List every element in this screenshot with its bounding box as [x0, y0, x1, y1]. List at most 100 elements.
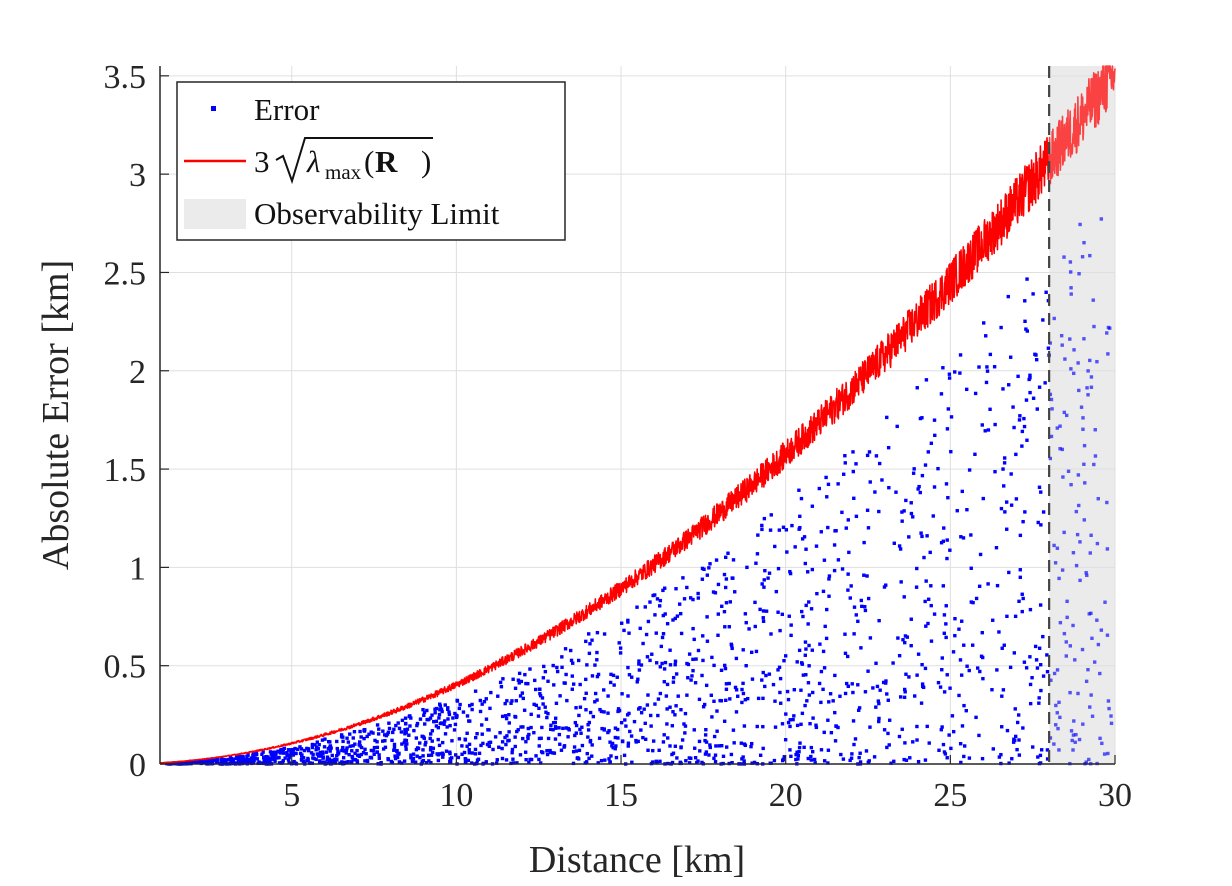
error-point	[911, 515, 915, 519]
error-point	[584, 677, 588, 682]
error-point	[865, 508, 870, 512]
error-point	[969, 533, 973, 537]
error-point	[701, 634, 705, 638]
error-point	[658, 665, 663, 669]
error-point	[658, 598, 663, 603]
error-point	[470, 702, 474, 707]
error-point	[898, 695, 903, 699]
error-point	[814, 544, 819, 548]
error-point	[710, 715, 714, 719]
error-point	[1089, 533, 1093, 537]
error-point	[960, 489, 964, 494]
error-point	[881, 680, 886, 685]
error-point	[852, 742, 856, 747]
error-point	[942, 526, 946, 530]
error-point	[924, 624, 928, 628]
error-point	[552, 683, 556, 687]
error-point	[942, 631, 946, 635]
error-point	[988, 407, 992, 411]
error-point	[457, 706, 462, 711]
error-point	[986, 582, 990, 586]
error-point	[599, 758, 604, 763]
error-point	[1084, 679, 1089, 684]
error-point	[1100, 741, 1104, 746]
error-point	[903, 640, 907, 645]
error-point	[306, 757, 310, 762]
error-point	[939, 728, 944, 732]
error-point	[273, 756, 278, 760]
error-point	[526, 726, 531, 731]
error-point	[731, 558, 736, 562]
legend-sqrt-sign	[275, 137, 433, 185]
error-point	[689, 756, 693, 761]
error-point	[341, 739, 345, 744]
error-point	[379, 760, 383, 765]
error-point	[999, 506, 1004, 511]
error-point	[318, 750, 323, 755]
error-point	[781, 525, 786, 529]
error-point	[549, 727, 553, 732]
error-point	[375, 723, 380, 727]
error-point	[843, 461, 847, 465]
error-point	[933, 433, 937, 438]
error-point	[683, 731, 687, 735]
error-point	[458, 702, 462, 707]
error-point	[1005, 728, 1010, 733]
error-point	[657, 748, 661, 752]
error-point	[430, 750, 435, 755]
error-point	[335, 757, 339, 762]
error-point	[1055, 546, 1060, 550]
error-point	[1012, 425, 1016, 430]
error-point	[661, 632, 666, 636]
error-point	[375, 745, 380, 750]
error-point	[384, 733, 389, 738]
error-point	[1055, 668, 1060, 672]
error-point	[610, 744, 614, 748]
error-point	[287, 761, 291, 765]
error-point	[402, 759, 407, 763]
error-point	[534, 703, 539, 708]
error-point	[761, 670, 765, 675]
error-point	[546, 711, 550, 716]
error-point	[840, 567, 845, 571]
error-point	[507, 713, 511, 717]
error-point	[925, 534, 929, 538]
error-point	[551, 721, 556, 725]
error-point	[1068, 270, 1073, 274]
error-point	[441, 752, 445, 757]
error-point	[945, 556, 949, 561]
error-point	[856, 683, 860, 687]
error-point	[977, 733, 981, 738]
error-point	[1062, 410, 1066, 415]
legend-bound-prefix: 3	[254, 144, 270, 179]
error-point	[822, 666, 827, 670]
error-point	[645, 703, 650, 707]
error-point	[553, 725, 558, 729]
error-point	[461, 710, 466, 714]
error-point	[1017, 753, 1022, 757]
error-point	[286, 758, 291, 762]
error-point	[639, 663, 644, 667]
error-point	[1095, 541, 1100, 546]
error-point	[760, 523, 764, 528]
legend-bound-close-paren: )	[421, 144, 431, 179]
error-point	[1069, 367, 1073, 371]
error-point	[690, 674, 694, 678]
error-point	[717, 744, 721, 748]
error-point	[734, 688, 739, 692]
error-point	[567, 728, 571, 732]
error-point	[387, 721, 391, 725]
error-point	[392, 745, 397, 749]
error-point	[736, 694, 740, 698]
error-point	[1018, 568, 1022, 572]
error-point	[1024, 398, 1029, 402]
error-point	[565, 698, 569, 703]
error-point	[651, 739, 656, 743]
error-point	[704, 683, 709, 688]
error-point	[1016, 374, 1020, 379]
error-point	[1072, 371, 1076, 376]
error-point	[1057, 700, 1061, 705]
bound-line-beyond-limit	[1048, 65, 1116, 185]
x-tick-label: 25	[933, 777, 967, 814]
error-point	[939, 392, 944, 396]
